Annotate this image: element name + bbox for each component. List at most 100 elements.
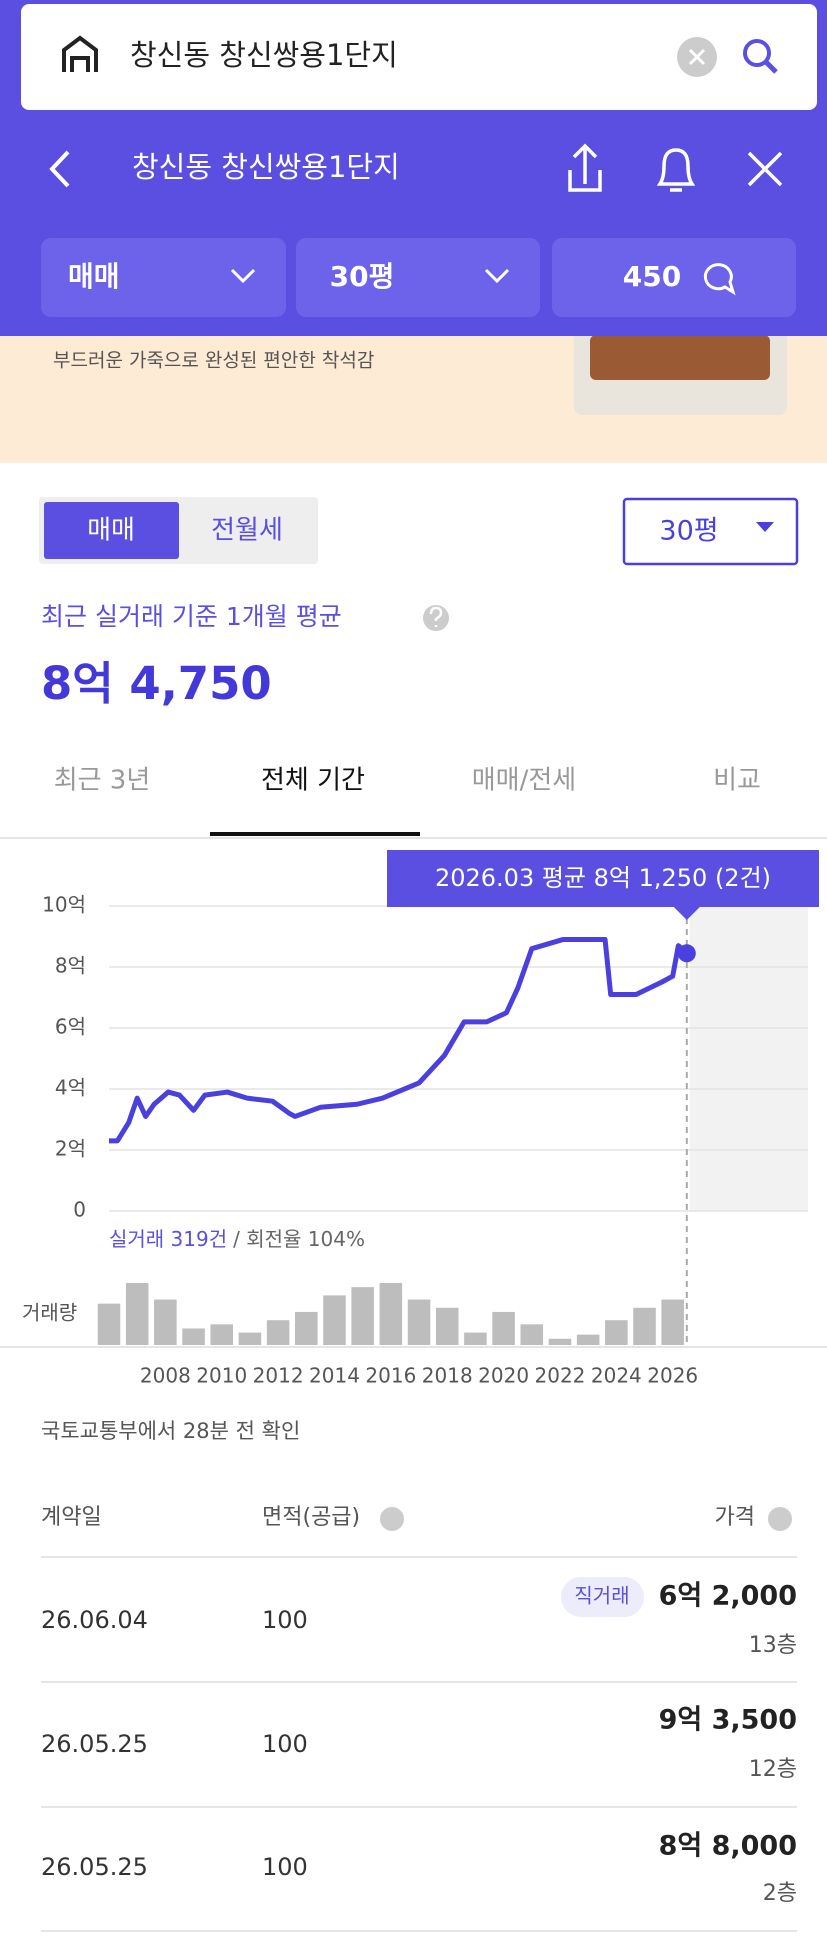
comment-icon <box>703 263 736 296</box>
chevron <box>230 268 256 284</box>
help-glyph <box>429 606 443 627</box>
y-tick-label: 10억 <box>42 893 86 917</box>
volume-bar <box>351 1287 374 1345</box>
volume-bar <box>548 1338 572 1345</box>
x-tick-label: 2018 <box>422 1364 473 1388</box>
stats-turnover: / 회전율 104% <box>233 1227 365 1251</box>
search-query: 창신동 창신쌍용1단지 <box>130 38 398 72</box>
help-icon[interactable] <box>768 1507 792 1531</box>
row-area: 100 <box>262 1606 308 1634</box>
row-date: 26.05.25 <box>41 1853 148 1881</box>
dropdown-arrow <box>756 522 774 532</box>
row-floor: 12층 <box>749 1757 797 1782</box>
x-tick-label: 2008 <box>140 1364 191 1388</box>
help-icon[interactable] <box>380 1507 404 1531</box>
stats-count: 실거래 319건 <box>109 1227 227 1251</box>
table-header: 면적(공급) <box>262 1505 360 1530</box>
search-icon <box>764 60 778 74</box>
summary-price: 8억 4,750 <box>41 657 272 710</box>
volume-bar <box>435 1307 459 1345</box>
tooltip-pointer <box>672 906 701 920</box>
stats: 실거래 319건 / 회전율 104% <box>109 1227 365 1251</box>
x-tick-label: 2024 <box>591 1364 642 1388</box>
volume-bar <box>210 1324 234 1345</box>
filter-label: 450 <box>623 260 681 293</box>
future-shade <box>689 906 808 1211</box>
price-chart: 0 2억 4억 6억 8억 10억 2008 2010 2012 2014 2016 2018 2020… <box>22 850 819 1388</box>
y-tick-label: 0 <box>73 1198 86 1222</box>
volume-bar <box>295 1311 318 1345</box>
volume-bar <box>323 1295 346 1345</box>
filter-pill[interactable] <box>296 238 540 317</box>
volume-bar <box>238 1332 262 1345</box>
ad-text: 부드러운 가죽으로 완성된 편안한 착석감 <box>53 350 374 372</box>
summary-label: 최근 실거래 기준 1개월 평균 <box>41 602 342 631</box>
volume-bar <box>661 1299 684 1345</box>
search-button[interactable] <box>743 39 771 67</box>
alarm-button[interactable] <box>656 148 696 192</box>
table-header: 계약일 <box>41 1505 102 1530</box>
volume-bar <box>182 1328 205 1345</box>
row-price: 8억 8,000 <box>659 1831 797 1862</box>
toggle-option[interactable]: 전월세 <box>211 516 283 546</box>
volume-bar <box>407 1299 431 1345</box>
x-tick-label: 2026 <box>647 1364 698 1388</box>
volume-bar <box>605 1320 628 1345</box>
size-select-label: 30평 <box>659 516 718 547</box>
price-line <box>109 937 689 1144</box>
x-tick-label: 2016 <box>365 1364 416 1388</box>
x-tick-label: 2012 <box>253 1364 304 1388</box>
y-tick-label: 8억 <box>55 954 86 978</box>
share-button[interactable] <box>568 143 602 192</box>
ad-sofa <box>590 335 770 380</box>
close-button[interactable] <box>747 151 783 187</box>
x-tick-label: 2020 <box>478 1364 529 1388</box>
volume-bar <box>464 1332 487 1345</box>
tab[interactable]: 최근 3년 <box>54 766 151 796</box>
volume-label: 거래량 <box>22 1301 77 1325</box>
volume-bar <box>492 1311 515 1345</box>
tooltip <box>387 850 819 907</box>
row-floor: 2층 <box>763 1881 797 1906</box>
row-date: 26.06.04 <box>41 1606 148 1634</box>
filter-pill[interactable] <box>552 238 796 317</box>
volume-bar <box>633 1307 656 1345</box>
back-button[interactable] <box>49 150 70 188</box>
x-tick-label: 2010 <box>196 1364 247 1388</box>
row-date: 26.05.25 <box>41 1730 148 1758</box>
table-header: 가격 <box>715 1505 755 1530</box>
chevron <box>484 268 510 284</box>
search-box[interactable] <box>21 4 817 110</box>
volume-bar <box>379 1283 403 1345</box>
filter-label: 30평 <box>330 260 395 293</box>
tab[interactable]: 비교 <box>713 766 761 796</box>
home-icon[interactable] <box>62 35 98 72</box>
tooltip-text: 2026.03 평균 8억 1,250 (2건) <box>435 864 771 892</box>
filter-pill[interactable] <box>41 238 286 317</box>
volume-bar <box>97 1303 121 1345</box>
source-note: 국토교통부에서 28분 전 확인 <box>41 1419 300 1443</box>
volume-bar <box>520 1324 544 1345</box>
volume-bar <box>576 1334 600 1345</box>
row-price: 6억 2,000 <box>659 1581 797 1612</box>
tab[interactable]: 전체 기간 <box>261 766 365 796</box>
filter-label: 매매 <box>68 260 120 293</box>
badge <box>561 1577 644 1617</box>
clear-icon <box>688 48 706 66</box>
header-title: 창신동 창신쌍용1단지 <box>132 150 400 184</box>
row-floor: 13층 <box>749 1633 797 1658</box>
size-select[interactable] <box>622 497 799 566</box>
x-tick-label: 2022 <box>535 1364 586 1388</box>
volume-bar <box>125 1283 149 1345</box>
x-tick-label: 2014 <box>309 1364 360 1388</box>
tab[interactable]: 매매/전세 <box>472 766 576 796</box>
toggle-active[interactable] <box>44 502 179 559</box>
y-tick-label: 4억 <box>55 1076 86 1100</box>
volume-bar <box>154 1299 177 1345</box>
row-area: 100 <box>262 1730 308 1758</box>
y-tick-label: 6억 <box>55 1015 86 1039</box>
y-tick-label: 2억 <box>55 1137 86 1161</box>
volume-bar <box>266 1320 290 1345</box>
